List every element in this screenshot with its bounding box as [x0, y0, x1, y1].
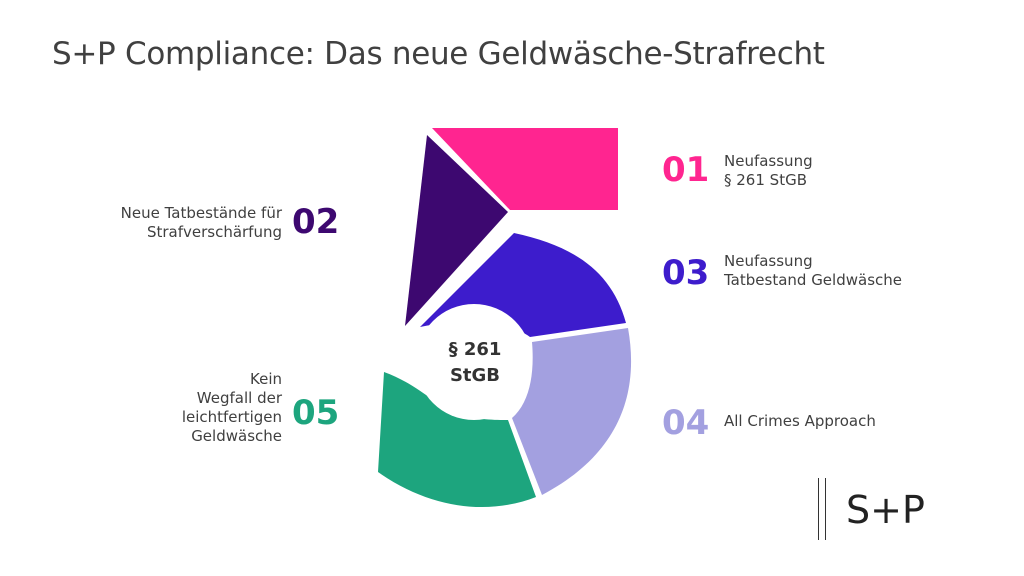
logo-bar [825, 478, 826, 540]
item-04-number: 04 [662, 403, 710, 443]
item-05-label: Kein Wegfall der leichtfertigen Geldwäsc… [140, 370, 282, 446]
item-03-label-line: Neufassung [724, 252, 813, 270]
item-02-number: 02 [292, 202, 340, 242]
item-03-label: Neufassung Tatbestand Geldwäsche [724, 252, 902, 290]
item-02-label-line: Neue Tatbestände für [120, 204, 282, 222]
center-label-line2: StGB [449, 365, 501, 386]
logo-text: S+P [846, 488, 925, 532]
segment-05 [378, 372, 536, 508]
item-02-label-line: Strafverschärfung [146, 223, 282, 241]
logo-bar [818, 478, 819, 540]
center-label-line1: § 261 [448, 339, 502, 360]
item-03-number: 03 [662, 253, 710, 293]
item-04-label: All Crimes Approach [724, 412, 876, 431]
page-title: S+P Compliance: Das neue Geldwäsche-Stra… [52, 36, 825, 72]
item-04-label-line: All Crimes Approach [724, 412, 876, 430]
segment-04 [512, 328, 632, 495]
center-label: § 261 StGB [430, 337, 520, 389]
segment-01 [432, 128, 618, 210]
segment-02 [405, 135, 508, 326]
item-02-label: Neue Tatbestände für Strafverschärfung [100, 204, 282, 242]
item-05-label-line: Kein [250, 370, 282, 388]
item-01-label-line: § 261 StGB [724, 171, 807, 189]
item-05-number: 05 [292, 393, 340, 433]
item-01-label-line: Neufassung [724, 152, 813, 170]
item-01-label: Neufassung § 261 StGB [724, 152, 813, 190]
item-03-label-line: Tatbestand Geldwäsche [724, 271, 902, 289]
item-05-label-line: Wegfall der [196, 389, 282, 407]
center-circle [416, 304, 532, 420]
item-05-label-line: Geldwäsche [191, 427, 282, 445]
item-05-label-line: leichtfertigen [181, 408, 282, 426]
item-01-number: 01 [662, 150, 710, 190]
sp-logo: S+P [818, 478, 938, 540]
